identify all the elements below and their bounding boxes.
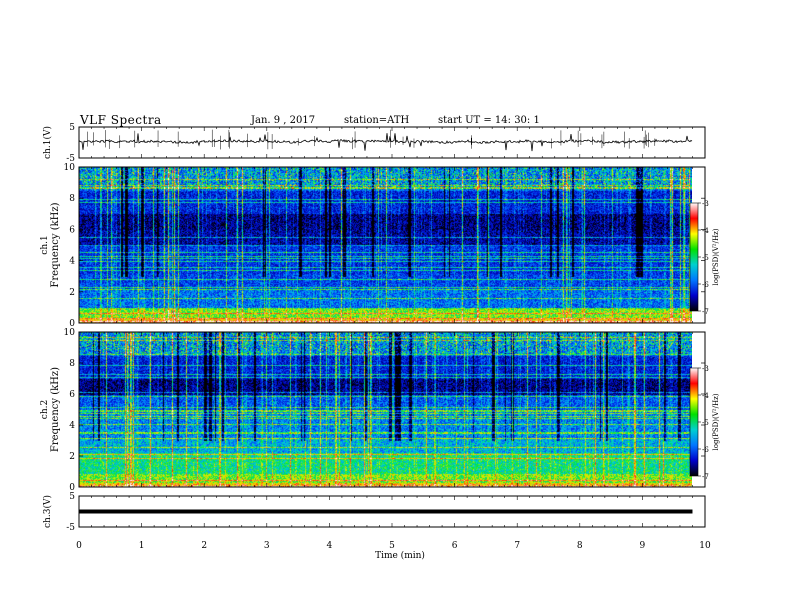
spectrogram-ch2-x-ticks	[78, 332, 706, 487]
colorbar-ch1-label: log(PSD)(V²/Hz)	[712, 228, 720, 285]
spectrogram-ch1-ylabel-top: ch.1	[40, 235, 50, 254]
x-tick-label: 0	[76, 541, 82, 551]
spectrogram-ch2-image	[79, 332, 692, 487]
colorbar-ch1-tick-label: -5	[702, 254, 709, 262]
x-tick-label: 2	[201, 541, 207, 551]
waveform-ch3-ylabel: ch.3(V)	[42, 495, 53, 528]
waveform-ch3-y-tick-label: -5	[66, 523, 75, 533]
colorbar-ch1: -3 -4 -5 -6 -7 log(PSD)(V²/Hz)	[689, 200, 720, 316]
spectrogram-ch1-ylabel: Frequency (kHz)	[50, 202, 61, 287]
colorbar-ch2-tick-label: -3	[702, 365, 709, 373]
waveform-ch1-ylabel: ch.1(V)	[42, 126, 53, 159]
spectrogram-ch2-y-tick-label: 2	[69, 452, 75, 462]
figure-title: VLF Spectra	[80, 113, 162, 127]
x-tick-label: 6	[452, 541, 458, 551]
spectrogram-ch1-y-tick-label: 8	[69, 194, 75, 204]
waveform-ch1-trace	[78, 133, 693, 152]
spectrogram-ch2-ylabel: Frequency (kHz)	[50, 367, 61, 452]
waveform-ch3-y-tick-label: 5	[69, 492, 75, 502]
panel-waveform-ch3: 5 -5 ch.3(V)	[42, 492, 706, 533]
colorbar-ch1-tick-label: -7	[702, 308, 709, 316]
x-tick-label: 10	[699, 541, 711, 551]
x-tick-label: 5	[389, 541, 395, 551]
spectrogram-ch1-y-tick-label: 10	[64, 163, 76, 173]
waveform-ch1-y-tick-label: 5	[69, 123, 75, 133]
date-label: Jan. 9 , 2017	[251, 115, 316, 126]
spectrogram-ch2-y-tick-label: 8	[69, 359, 75, 369]
colorbar-ch2-tick-label: -6	[702, 446, 709, 454]
waveform-ch1-x-ticks	[78, 127, 706, 158]
spectrogram-ch1-y-tick-label: 4	[69, 257, 75, 267]
spectrogram-ch1-y-tick-label: 6	[69, 225, 75, 235]
x-tick-label: 9	[640, 541, 646, 551]
panel-waveform-ch1: 5 -5 ch.1(V)	[42, 123, 706, 164]
colorbar-ch2-bar	[689, 367, 699, 477]
spectrogram-ch1-image	[79, 167, 692, 323]
colorbar-ch2-label: log(PSD)(V²/Hz)	[712, 393, 720, 450]
colorbar-ch2: -3 -4 -5 -6 -7 log(PSD)(V²/Hz)	[689, 365, 720, 481]
spectrogram-ch2-y-tick-label: 4	[69, 421, 75, 431]
panel-spectrogram-ch1: 0 2 4 6 8 10 ch.1 Frequency (kHz)	[40, 163, 706, 329]
spectrogram-ch2-y-tick-label: 0	[69, 483, 75, 493]
colorbar-ch1-bar	[689, 202, 699, 312]
panel-spectrogram-ch2: 0 2 4 6 8 10 ch.2 Frequency (kHz)	[40, 328, 706, 493]
colorbar-ch1-tick-label: -3	[702, 200, 709, 208]
colorbar-ch2-tick-label: -7	[702, 473, 709, 481]
start-time-label: start UT = 14: 30: 1	[438, 115, 540, 126]
colorbar-ch2-tick-label: -5	[702, 419, 709, 427]
colorbar-ch1-tick-label: -4	[702, 227, 709, 235]
x-tick-label: 3	[264, 541, 270, 551]
waveform-ch1-y-tick-label: -5	[66, 154, 75, 164]
spectrogram-ch2-y-tick-label: 10	[64, 328, 76, 338]
waveform-ch3-trace	[79, 509, 693, 514]
station-label: station=ATH	[344, 115, 410, 126]
spectrogram-ch1-x-ticks	[78, 167, 706, 323]
spectrogram-ch2-ylabel-top: ch.2	[40, 400, 50, 419]
colorbar-ch1-tick-label: -6	[702, 281, 709, 289]
x-tick-label: 1	[139, 541, 145, 551]
spectrogram-ch2-y-tick-label: 6	[69, 390, 75, 400]
x-tick-label: 7	[514, 541, 520, 551]
waveform-ch3-x-ticks	[78, 496, 706, 527]
x-axis: 0 1 2 3 4 5 6 7 8 9 10 Time (min)	[76, 541, 711, 561]
x-tick-label: 8	[577, 541, 583, 551]
colorbar-ch2-tick-label: -4	[702, 392, 709, 400]
x-axis-label: Time (min)	[375, 550, 425, 561]
x-tick-label: 4	[327, 541, 333, 551]
spectrogram-ch1-y-tick-label: 0	[69, 319, 75, 329]
spectrogram-ch1-y-tick-label: 2	[69, 288, 75, 298]
